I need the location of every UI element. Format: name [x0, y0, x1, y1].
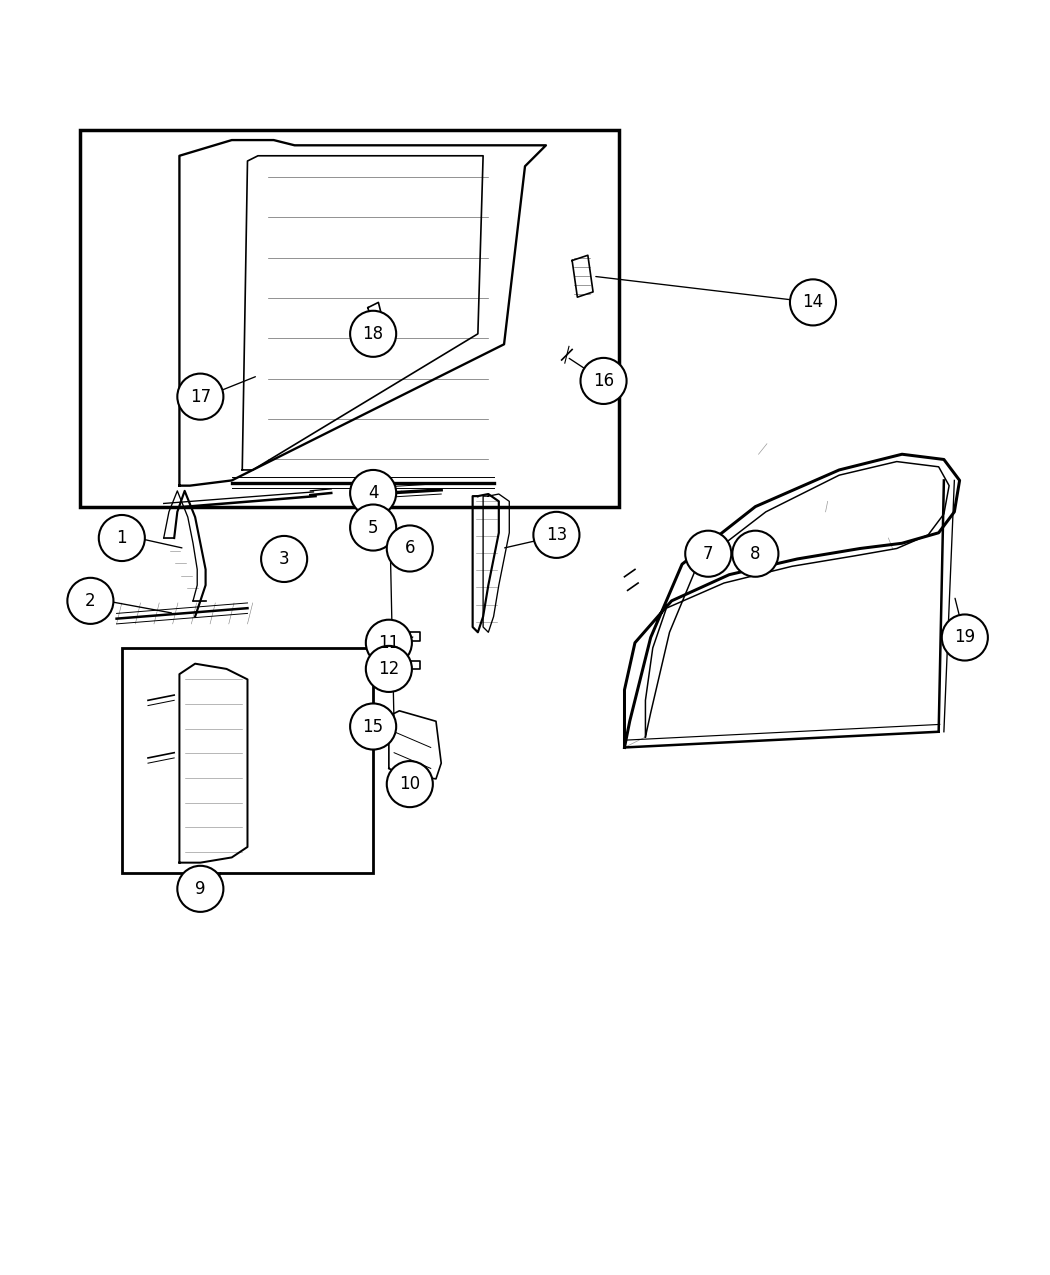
Circle shape — [581, 358, 627, 404]
Text: 15: 15 — [362, 718, 383, 736]
Circle shape — [99, 515, 145, 561]
Circle shape — [686, 530, 731, 576]
Circle shape — [350, 311, 396, 357]
Text: 8: 8 — [750, 544, 760, 562]
Text: 13: 13 — [546, 525, 567, 544]
Text: 12: 12 — [378, 660, 399, 678]
Text: 14: 14 — [802, 293, 823, 311]
Text: 4: 4 — [368, 484, 378, 502]
Text: 3: 3 — [279, 550, 290, 567]
Text: 19: 19 — [954, 629, 975, 646]
Circle shape — [350, 505, 396, 551]
Text: 11: 11 — [378, 634, 399, 652]
Text: 9: 9 — [195, 880, 206, 898]
Circle shape — [533, 511, 580, 558]
Text: 1: 1 — [117, 529, 127, 547]
Circle shape — [365, 620, 412, 666]
Text: 18: 18 — [362, 325, 383, 343]
Circle shape — [350, 470, 396, 516]
Text: 7: 7 — [704, 544, 714, 562]
Circle shape — [350, 704, 396, 750]
Text: 16: 16 — [593, 372, 614, 390]
Circle shape — [177, 866, 224, 912]
Circle shape — [942, 615, 988, 660]
Circle shape — [386, 525, 433, 571]
Bar — [122, 648, 373, 873]
Circle shape — [365, 646, 412, 692]
Bar — [80, 130, 620, 506]
Circle shape — [67, 578, 113, 623]
Text: 17: 17 — [190, 388, 211, 405]
Circle shape — [177, 374, 224, 419]
Circle shape — [261, 536, 308, 581]
Circle shape — [732, 530, 778, 576]
Text: 6: 6 — [404, 539, 415, 557]
Text: 10: 10 — [399, 775, 420, 793]
Text: 2: 2 — [85, 592, 96, 609]
Circle shape — [386, 761, 433, 807]
Circle shape — [790, 279, 836, 325]
Text: 5: 5 — [368, 519, 378, 537]
